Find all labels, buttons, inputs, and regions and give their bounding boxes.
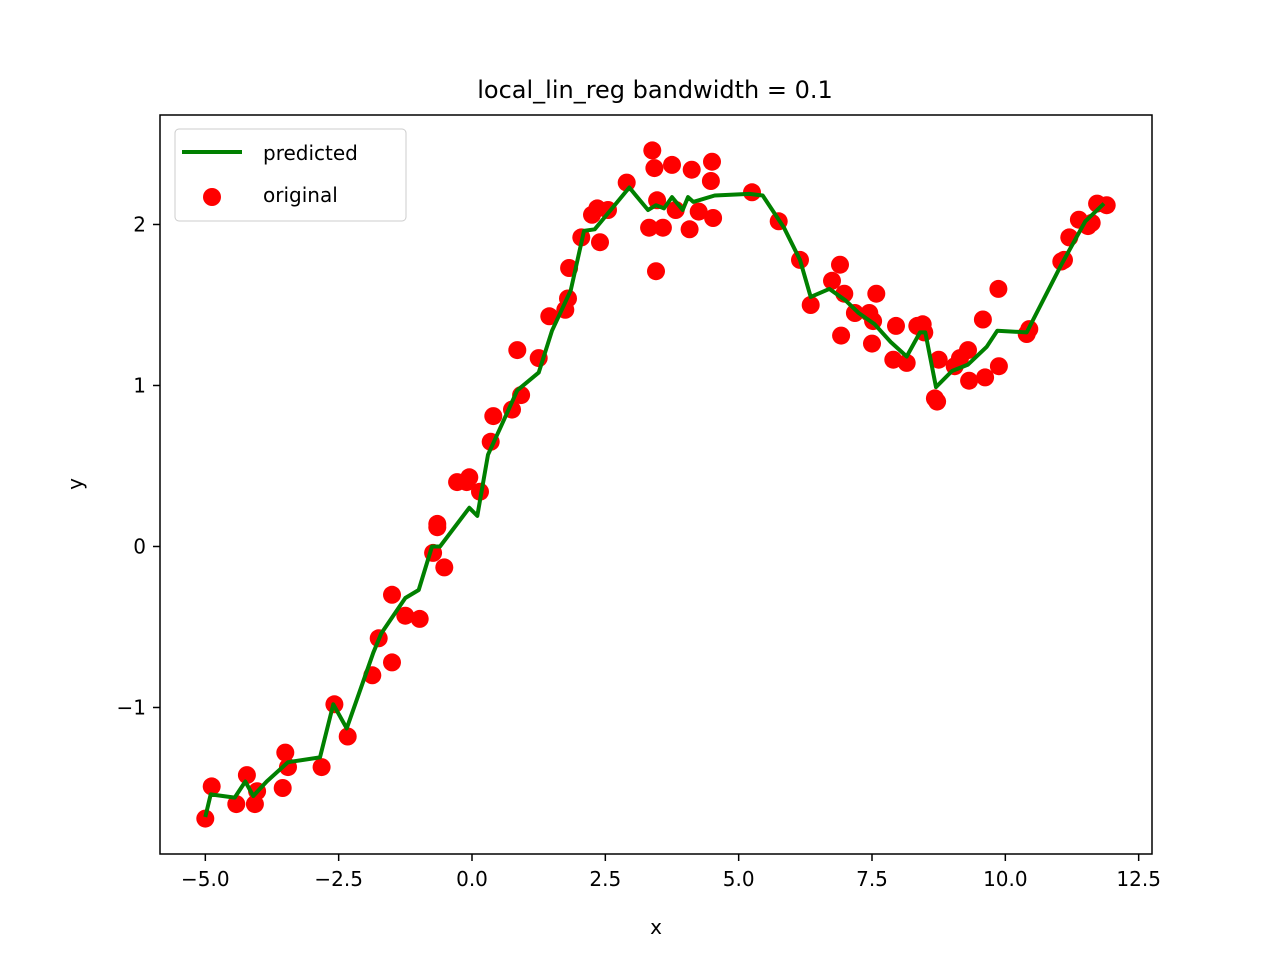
x-tick-label: 10.0 [983,867,1028,891]
y-tick-label: 1 [133,373,146,397]
original-point [591,233,609,252]
original-point [383,585,401,604]
y-tick-label: −1 [117,695,146,719]
legend-dot-swatch [203,188,221,206]
x-tick-label: 7.5 [856,867,888,891]
x-tick-label: 0.0 [456,867,488,891]
original-point [960,371,979,390]
x-axis-label: x [650,915,662,939]
original-point [196,809,215,828]
original-point [484,407,503,426]
original-point [508,341,527,360]
x-tick-label: 5.0 [723,867,755,891]
original-point [863,334,881,353]
original-point [989,357,1008,376]
original-point [648,191,667,210]
plot-area [196,141,1116,828]
original-point [989,279,1008,298]
x-axis: −5.0 −2.5 0.0 2.5 5.0 7.5 10.0 12.5 [181,854,1161,891]
original-point [831,255,849,274]
original-point [959,341,977,360]
original-point [704,209,723,227]
original-point [396,606,415,625]
original-point [845,304,864,322]
y-tick-label: 0 [133,534,146,558]
original-point [647,262,665,281]
original-point [460,468,479,487]
original-point [823,271,841,290]
original-point [643,141,662,160]
original-point [338,727,357,746]
x-tick-label: 12.5 [1116,867,1161,891]
original-point [832,326,851,345]
axes-frame [159,114,1153,855]
chart-title: local_lin_reg bandwidth = 0.1 [477,76,833,104]
original-point [1097,196,1116,215]
original-point [312,758,331,777]
original-point [410,609,429,628]
original-point [227,795,246,814]
x-tick-label: 2.5 [589,867,621,891]
original-point [928,392,947,411]
original-point [801,296,820,314]
original-point [703,152,721,171]
original-point [689,202,708,221]
original-point [897,353,916,372]
original-point [663,155,681,174]
original-point [887,316,905,335]
original-point [435,558,454,577]
original-point [929,350,948,369]
legend: predicted original [174,128,407,222]
y-tick-label: 2 [133,212,146,236]
original-point [428,514,447,533]
original-point [653,218,672,237]
original-point [682,160,701,179]
original-point [701,172,720,190]
original-point [237,766,256,785]
y-axis: −1 0 1 2 [117,212,160,719]
original-point [273,779,292,797]
original-point [867,284,886,303]
original-point [973,310,992,329]
legend-label-original: original [263,183,338,207]
predicted-line [203,185,1106,818]
original-point [645,159,664,178]
x-tick-label: −5.0 [181,867,230,891]
original-point [276,743,295,762]
x-tick-label: −2.5 [314,867,363,891]
legend-label-predicted: predicted [263,141,358,165]
original-point [202,777,221,796]
y-axis-label: y [63,478,87,490]
original-point [540,307,559,326]
original-point [976,368,995,387]
original-point [383,653,401,672]
original-point [680,220,699,239]
original-point [640,218,659,237]
